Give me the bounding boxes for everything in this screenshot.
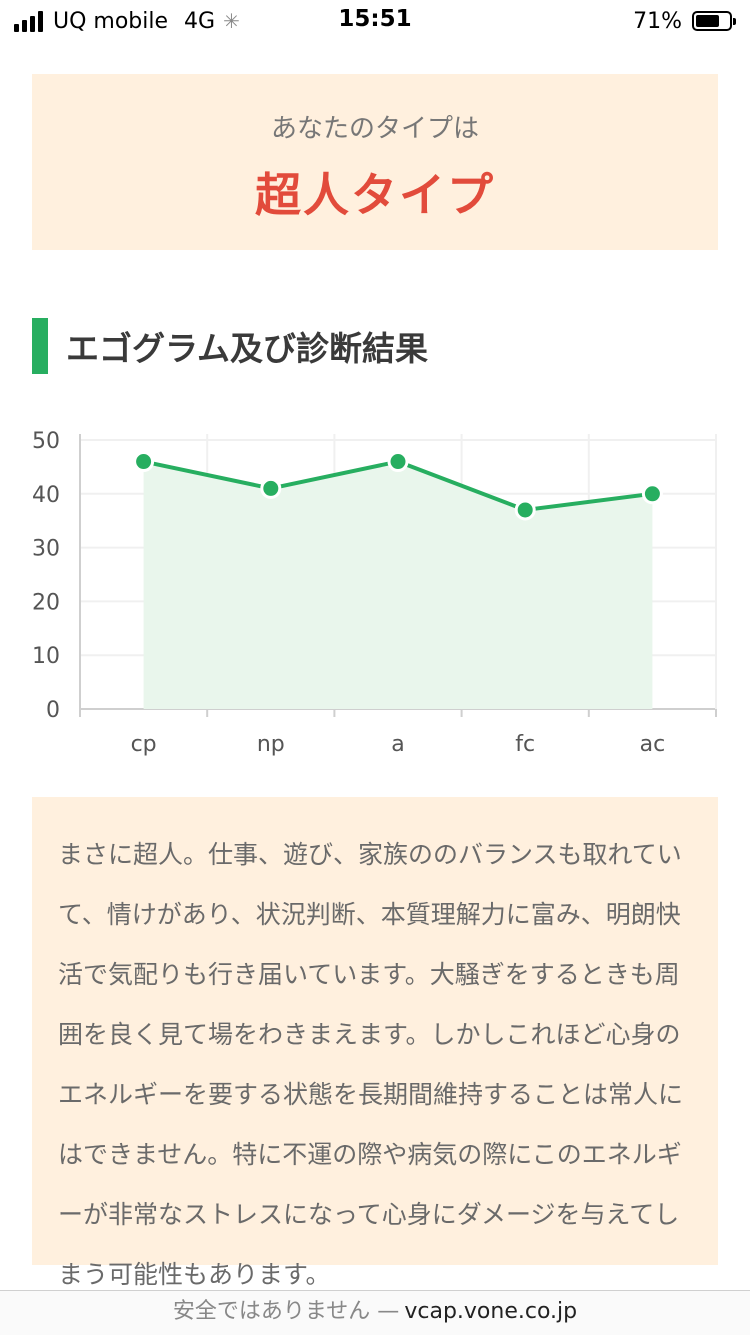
type-name: 超人タイプ bbox=[255, 168, 495, 222]
battery-icon bbox=[692, 11, 736, 31]
heading-accent-bar bbox=[32, 318, 48, 374]
y-tick-label: 0 bbox=[46, 698, 60, 723]
type-lead-text: あなたのタイプは bbox=[270, 114, 479, 144]
carrier-name: UQ mobile bbox=[53, 8, 169, 34]
y-tick-label: 20 bbox=[32, 590, 60, 615]
x-tick-label: cp bbox=[131, 732, 157, 757]
url-bar[interactable]: 安全ではありません — vcap.vone.co.jp bbox=[0, 1290, 750, 1335]
section-heading-text: エゴグラム及び診断結果 bbox=[66, 329, 429, 368]
x-tick-label: np bbox=[257, 732, 285, 757]
data-point bbox=[387, 451, 409, 473]
status-left: UQ mobile 4G ✳ bbox=[14, 6, 240, 36]
data-point bbox=[641, 483, 663, 505]
data-point bbox=[260, 477, 282, 499]
type-result-card: あなたのタイプは 超人タイプ bbox=[32, 74, 718, 250]
battery-cap bbox=[733, 18, 736, 25]
battery-level bbox=[696, 15, 719, 27]
section-heading: エゴグラム及び診断結果 bbox=[32, 318, 428, 374]
y-tick-label: 50 bbox=[32, 429, 60, 454]
signal-icon bbox=[14, 10, 43, 32]
x-tick-label: fc bbox=[515, 732, 535, 757]
y-tick-label: 10 bbox=[32, 644, 60, 669]
description-text: まさに超人。仕事、遊び、家族ののバランスも取れていて、情けがあり、状況判断、本質… bbox=[58, 840, 684, 1289]
y-tick-label: 40 bbox=[32, 483, 60, 508]
status-bar: UQ mobile 4G ✳ 15:51 71% bbox=[0, 0, 750, 40]
series-area bbox=[143, 461, 653, 709]
x-tick-label: ac bbox=[640, 732, 666, 757]
data-point bbox=[514, 499, 536, 521]
loading-spinner-icon: ✳ bbox=[223, 9, 240, 33]
data-point bbox=[133, 451, 155, 473]
egogram-chart: 0 10 20 30 40 50 cp np a fc ac bbox=[32, 429, 717, 757]
security-warning: 安全ではありません — bbox=[172, 1299, 400, 1324]
status-right: 71% bbox=[633, 6, 736, 36]
url-domain[interactable]: vcap.vone.co.jp bbox=[404, 1299, 578, 1324]
network-type: 4G bbox=[184, 8, 216, 34]
description-card: まさに超人。仕事、遊び、家族ののバランスも取れていて、情けがあり、状況判断、本質… bbox=[32, 797, 718, 1289]
x-tick-label: a bbox=[391, 732, 404, 757]
y-tick-label: 30 bbox=[32, 537, 60, 562]
battery-percent: 71% bbox=[633, 8, 682, 34]
